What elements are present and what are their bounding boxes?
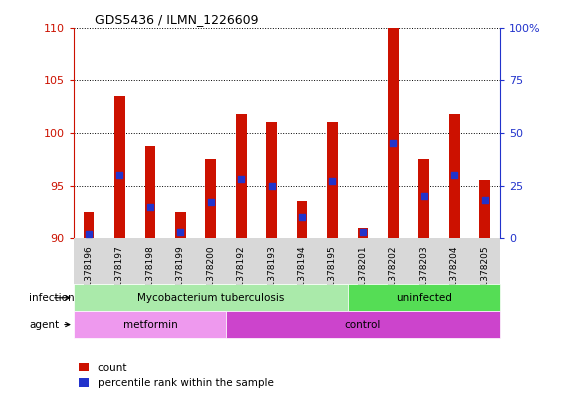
Bar [83, 212, 94, 238]
Bar [74, 284, 348, 311]
Text: infection: infection [29, 293, 75, 303]
Point [85, 231, 94, 237]
Text: GSM1378203: GSM1378203 [419, 245, 428, 306]
Point [480, 197, 489, 204]
Point [206, 199, 215, 206]
Point [358, 229, 367, 235]
Point [145, 204, 154, 210]
Point [237, 176, 246, 182]
Point [450, 172, 459, 178]
Bar [327, 122, 338, 238]
Text: GSM1378194: GSM1378194 [298, 245, 307, 306]
Bar [226, 311, 500, 338]
Legend: count, percentile rank within the sample: count, percentile rank within the sample [79, 363, 274, 388]
Point [419, 193, 428, 199]
Bar [266, 122, 277, 238]
Text: metformin: metformin [123, 320, 177, 330]
Text: GSM1378193: GSM1378193 [267, 245, 276, 306]
Bar [145, 145, 155, 238]
Bar [236, 114, 247, 238]
Bar [206, 159, 216, 238]
Text: GDS5436 / ILMN_1226609: GDS5436 / ILMN_1226609 [95, 13, 258, 26]
Text: GSM1378201: GSM1378201 [358, 245, 367, 306]
Text: GSM1378199: GSM1378199 [176, 245, 185, 306]
Text: control: control [345, 320, 381, 330]
Point [176, 229, 185, 235]
Text: GSM1378198: GSM1378198 [145, 245, 154, 306]
Bar [419, 159, 429, 238]
Text: GSM1378204: GSM1378204 [450, 245, 459, 306]
Point [267, 182, 276, 189]
Text: GSM1378196: GSM1378196 [85, 245, 94, 306]
Text: GSM1378200: GSM1378200 [206, 245, 215, 306]
Text: Mycobacterium tuberculosis: Mycobacterium tuberculosis [137, 293, 285, 303]
Bar [388, 28, 399, 238]
Bar [358, 228, 368, 238]
Text: uninfected: uninfected [396, 293, 452, 303]
Bar [74, 311, 226, 338]
Bar [114, 96, 125, 238]
Text: GSM1378197: GSM1378197 [115, 245, 124, 306]
Bar [449, 114, 460, 238]
Point [115, 172, 124, 178]
Point [389, 140, 398, 147]
Point [298, 214, 307, 220]
Text: GSM1378195: GSM1378195 [328, 245, 337, 306]
Point [328, 178, 337, 185]
Text: GSM1378202: GSM1378202 [389, 245, 398, 306]
Bar [479, 180, 490, 238]
Bar [348, 284, 500, 311]
Bar [175, 212, 186, 238]
Bar [296, 202, 307, 238]
Text: GSM1378205: GSM1378205 [480, 245, 489, 306]
Text: GSM1378192: GSM1378192 [237, 245, 246, 306]
Text: agent: agent [29, 320, 70, 330]
